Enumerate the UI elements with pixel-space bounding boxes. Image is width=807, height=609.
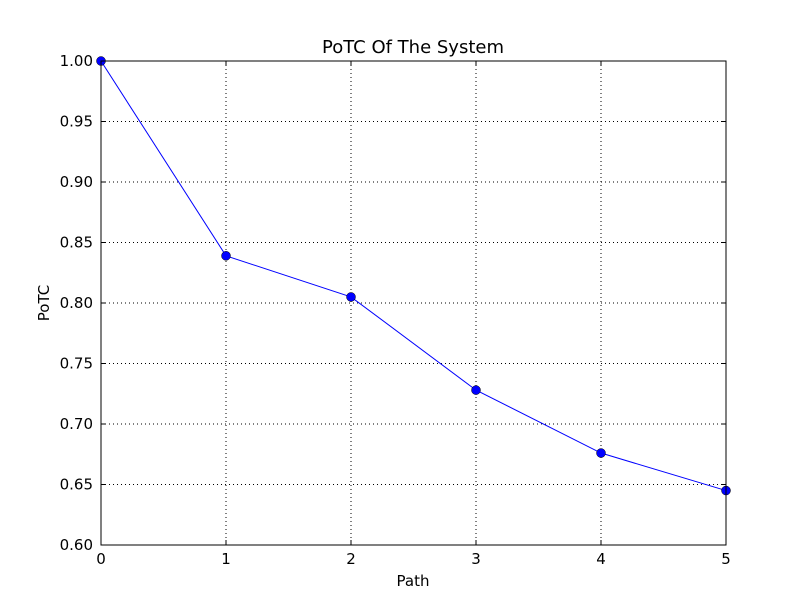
series-line	[100, 60, 727, 492]
y-tick-label: 0.80	[60, 294, 93, 312]
x-tick-label: 2	[346, 550, 356, 568]
x-tick-label: 0	[96, 550, 106, 568]
grid-lines	[101, 61, 726, 545]
y-tick-label: 0.85	[60, 234, 93, 252]
y-axis-tick-labels: 0.60 0.65 0.70 0.75 0.80 0.85 0.90 0.95 1.00	[60, 52, 93, 554]
data-point	[471, 385, 481, 395]
x-tick-label: 1	[221, 550, 231, 568]
y-tick-label: 0.70	[60, 415, 93, 433]
chart-title: PoTC Of The System	[322, 37, 504, 58]
y-tick-label: 0.95	[60, 113, 93, 131]
y-axis-label: PoTC	[35, 285, 53, 321]
x-axis-tick-labels: 0 1 2 3 4 5	[96, 550, 731, 568]
data-point	[596, 448, 606, 458]
data-point	[346, 292, 356, 302]
axis-ticks	[100, 60, 727, 546]
x-tick-label: 5	[721, 550, 731, 568]
y-tick-label: 0.60	[60, 536, 93, 554]
y-tick-label: 0.65	[60, 476, 93, 494]
y-tick-label: 1.00	[60, 52, 93, 70]
y-tick-label: 0.75	[60, 355, 93, 373]
data-point	[221, 251, 231, 261]
x-tick-label: 3	[471, 550, 481, 568]
x-axis-label: Path	[397, 572, 430, 590]
x-tick-label: 4	[596, 550, 606, 568]
y-tick-label: 0.90	[60, 173, 93, 191]
